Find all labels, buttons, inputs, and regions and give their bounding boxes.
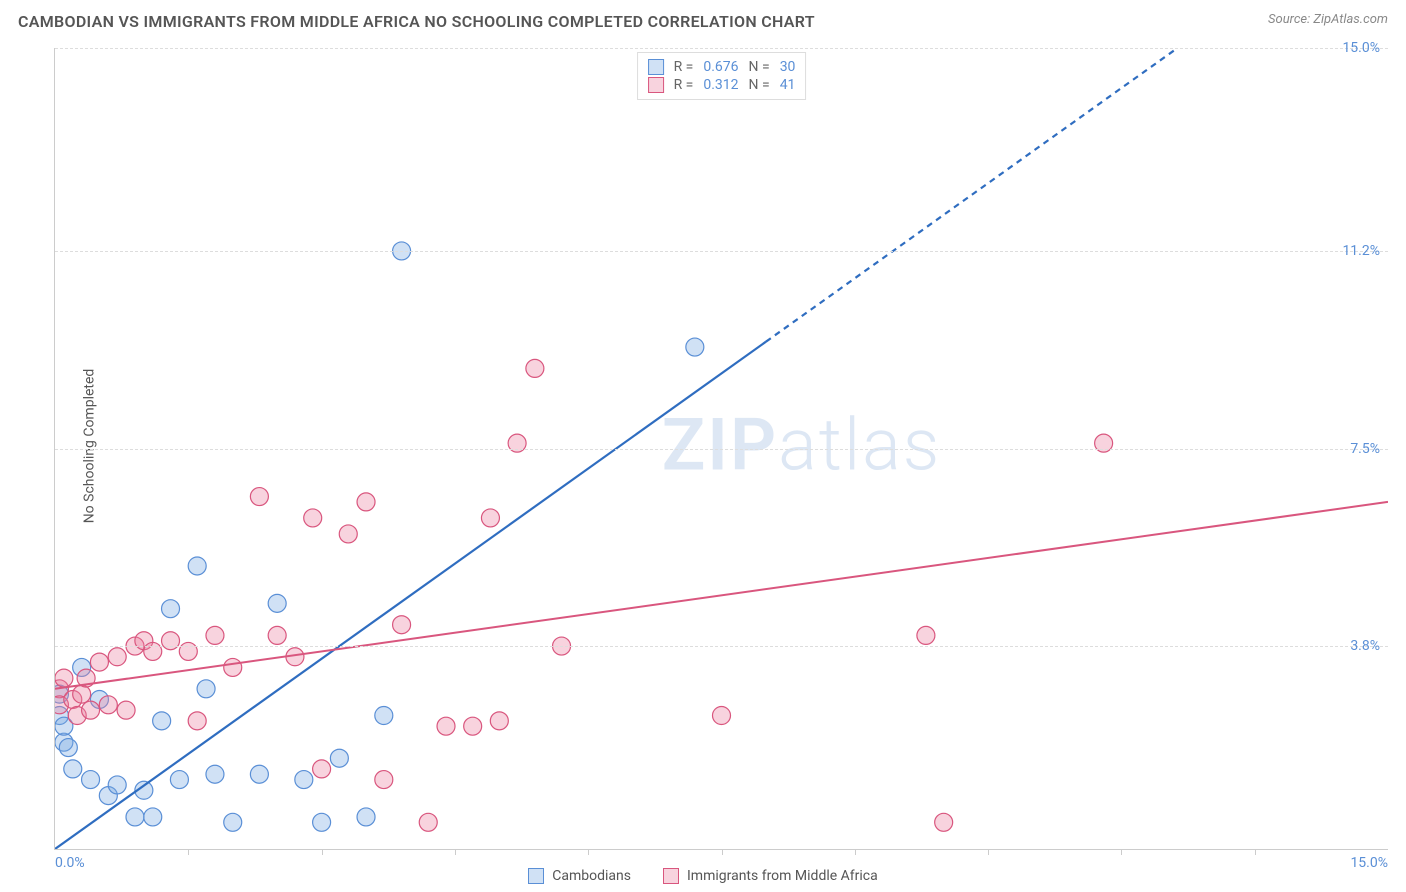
data-point bbox=[268, 594, 286, 612]
correlation-legend: R = 0.676 N = 30 R = 0.312 N = 41 bbox=[637, 52, 807, 100]
regression-line-dashed bbox=[766, 50, 1175, 342]
data-point bbox=[375, 771, 393, 789]
legend-label-cambodians: Cambodians bbox=[552, 868, 631, 884]
data-point bbox=[197, 680, 215, 698]
data-point bbox=[419, 813, 437, 831]
x-tick bbox=[988, 849, 989, 855]
r-label: R = bbox=[674, 77, 694, 93]
data-point bbox=[170, 771, 188, 789]
swatch-middle-africa bbox=[648, 77, 664, 93]
data-point bbox=[250, 488, 268, 506]
legend-row-cambodians: R = 0.676 N = 30 bbox=[648, 59, 796, 75]
chart-title: CAMBODIAN VS IMMIGRANTS FROM MIDDLE AFRI… bbox=[18, 12, 815, 31]
data-point bbox=[55, 669, 73, 687]
data-point bbox=[526, 359, 544, 377]
data-point bbox=[82, 771, 100, 789]
data-point bbox=[481, 509, 499, 527]
data-point bbox=[268, 626, 286, 644]
data-point bbox=[117, 701, 135, 719]
source-credit: Source: ZipAtlas.com bbox=[1268, 12, 1388, 27]
n-value-cambodians: 30 bbox=[780, 59, 796, 75]
data-point bbox=[188, 557, 206, 575]
data-point bbox=[686, 338, 704, 356]
legend-row-middle-africa: R = 0.312 N = 41 bbox=[648, 77, 796, 93]
data-point bbox=[206, 626, 224, 644]
data-point bbox=[108, 648, 126, 666]
data-point bbox=[162, 600, 180, 618]
data-point bbox=[357, 493, 375, 511]
data-point bbox=[304, 509, 322, 527]
data-point bbox=[464, 717, 482, 735]
gridline bbox=[55, 449, 1388, 450]
r-label: R = bbox=[674, 59, 694, 75]
x-tick bbox=[455, 849, 456, 855]
data-point bbox=[82, 701, 100, 719]
n-value-middle-africa: 41 bbox=[780, 77, 796, 93]
x-tick bbox=[722, 849, 723, 855]
data-point bbox=[713, 707, 731, 725]
x-tick bbox=[188, 849, 189, 855]
data-point bbox=[330, 749, 348, 767]
chart-area: ZIPatlas R = 0.676 N = 30 R = 0.312 N = … bbox=[54, 48, 1388, 850]
data-point bbox=[339, 525, 357, 543]
data-point bbox=[313, 813, 331, 831]
legend-item-cambodians: Cambodians bbox=[528, 868, 631, 884]
data-point bbox=[375, 707, 393, 725]
data-point bbox=[90, 653, 108, 671]
regression-line bbox=[55, 342, 766, 849]
data-point bbox=[224, 658, 242, 676]
y-tick-label: 7.5% bbox=[1350, 441, 1380, 457]
data-point bbox=[73, 685, 91, 703]
data-point bbox=[153, 712, 171, 730]
data-point bbox=[313, 760, 331, 778]
n-label: N = bbox=[749, 59, 770, 75]
x-tick bbox=[855, 849, 856, 855]
data-point bbox=[144, 808, 162, 826]
data-point bbox=[250, 765, 268, 783]
swatch-middle-africa bbox=[663, 868, 679, 884]
data-point bbox=[99, 696, 117, 714]
swatch-cambodians bbox=[648, 59, 664, 75]
gridline bbox=[55, 48, 1388, 49]
data-point bbox=[357, 808, 375, 826]
n-label: N = bbox=[749, 77, 770, 93]
data-point bbox=[224, 813, 242, 831]
data-point bbox=[206, 765, 224, 783]
data-point bbox=[393, 616, 411, 634]
r-value-middle-africa: 0.312 bbox=[703, 77, 738, 93]
r-value-cambodians: 0.676 bbox=[703, 59, 738, 75]
swatch-cambodians bbox=[528, 868, 544, 884]
data-point bbox=[108, 776, 126, 794]
data-point bbox=[935, 813, 953, 831]
legend-item-middle-africa: Immigrants from Middle Africa bbox=[663, 868, 878, 884]
data-point bbox=[295, 771, 313, 789]
y-tick-label: 15.0% bbox=[1342, 40, 1380, 56]
x-tick bbox=[322, 849, 323, 855]
data-point bbox=[917, 626, 935, 644]
x-tick bbox=[1255, 849, 1256, 855]
gridline bbox=[55, 646, 1388, 647]
x-tick bbox=[1121, 849, 1122, 855]
x-tick bbox=[588, 849, 589, 855]
regression-line bbox=[55, 502, 1388, 689]
data-point bbox=[437, 717, 455, 735]
y-tick-label: 11.2% bbox=[1342, 243, 1380, 259]
data-point bbox=[64, 760, 82, 778]
data-point bbox=[188, 712, 206, 730]
data-point bbox=[490, 712, 508, 730]
gridline bbox=[55, 251, 1388, 252]
series-legend: Cambodians Immigrants from Middle Africa bbox=[0, 868, 1406, 884]
data-point bbox=[126, 808, 144, 826]
y-tick-label: 3.8% bbox=[1350, 638, 1380, 654]
data-point bbox=[59, 739, 77, 757]
legend-label-middle-africa: Immigrants from Middle Africa bbox=[687, 868, 878, 884]
